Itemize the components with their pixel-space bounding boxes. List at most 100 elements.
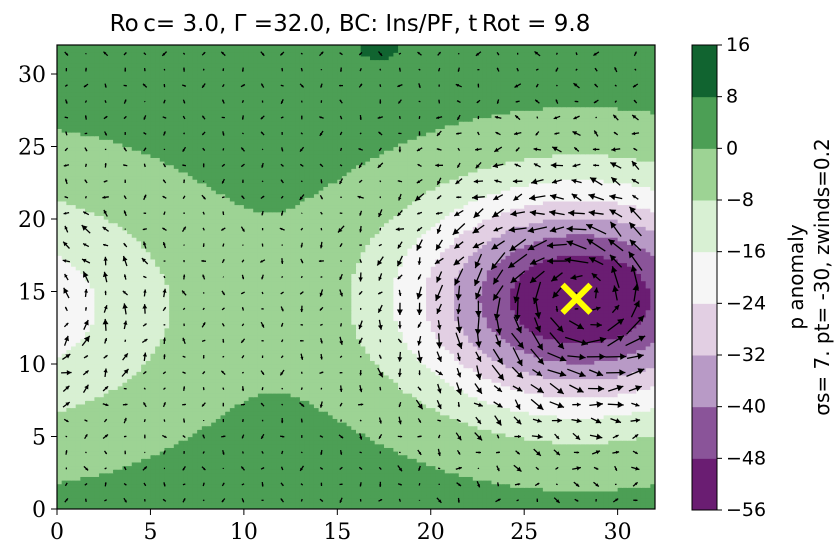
contour-cell: [188, 451, 193, 455]
contour-cell: [491, 455, 496, 459]
contour-cell: [482, 429, 487, 433]
contour-cell: [62, 422, 67, 426]
contour-cell: [576, 429, 581, 433]
contour-cell: [188, 473, 193, 477]
contour-cell: [412, 429, 417, 433]
contour-cell: [136, 462, 141, 466]
contour-cell: [482, 473, 487, 477]
contour-cell: [604, 480, 609, 484]
contour-cell: [286, 433, 291, 437]
contour-cell: [641, 458, 646, 462]
contour-cell: [604, 473, 609, 477]
contour-cell: [468, 469, 473, 473]
contour-cell: [590, 455, 595, 459]
contour-cell: [141, 455, 146, 459]
contour-cell: [174, 462, 179, 466]
contour-cell: [482, 476, 487, 480]
contour-cell: [309, 498, 314, 502]
contour-cell: [449, 444, 454, 448]
contour-cell: [501, 469, 506, 473]
contour-cell: [529, 462, 534, 466]
contour-cell: [319, 473, 324, 477]
contour-cell: [632, 422, 637, 426]
contour-cell: [305, 451, 310, 455]
contour-cell: [347, 444, 352, 448]
contour-cell: [365, 473, 370, 477]
contour-cell: [192, 444, 197, 448]
contour-cell: [384, 491, 389, 495]
contour-cell: [571, 422, 576, 426]
contour-cell: [286, 484, 291, 488]
contour-cell: [506, 451, 511, 455]
contour-cell: [594, 429, 599, 433]
contour-cell: [286, 415, 291, 419]
contour-cell: [646, 437, 651, 441]
contour-cell: [132, 480, 137, 484]
contour-cell: [211, 498, 216, 502]
contour-cell: [646, 440, 651, 444]
contour-cell: [566, 480, 571, 484]
contour-cell: [122, 473, 127, 477]
contour-cell: [580, 484, 585, 488]
contour-cell: [277, 484, 282, 488]
contour-cell: [141, 429, 146, 433]
contour-cell: [506, 437, 511, 441]
contour-cell: [300, 476, 305, 480]
contour-cell: [594, 444, 599, 448]
contour-cell: [164, 480, 169, 484]
contour-cell: [557, 487, 562, 491]
contour-cell: [529, 429, 534, 433]
contour-cell: [421, 491, 426, 495]
contour-cell: [85, 444, 90, 448]
contour-cell: [496, 480, 501, 484]
contour-cell: [473, 487, 478, 491]
contour-cell: [412, 447, 417, 451]
contour-cell: [253, 491, 258, 495]
contour-cell: [225, 466, 230, 470]
contour-cell: [267, 487, 272, 491]
contour-cell: [393, 469, 398, 473]
contour-cell: [585, 487, 590, 491]
contour-cell: [566, 444, 571, 448]
contour-cell: [384, 495, 389, 499]
contour-cell: [552, 455, 557, 459]
contour-cell: [646, 455, 651, 459]
contour-cell: [211, 418, 216, 422]
contour-cell: [613, 495, 618, 499]
contour-cell: [435, 437, 440, 441]
contour-cell: [178, 455, 183, 459]
contour-cell: [216, 415, 221, 419]
contour-cell: [277, 455, 282, 459]
contour-cell: [104, 455, 109, 459]
contour-cell: [104, 495, 109, 499]
contour-cell: [132, 458, 137, 462]
contour-cell: [183, 415, 188, 419]
contour-cell: [305, 458, 310, 462]
contour-cell: [263, 473, 268, 477]
contour-cell: [309, 473, 314, 477]
contour-cell: [571, 451, 576, 455]
contour-cell: [379, 455, 384, 459]
contour-cell: [636, 491, 641, 495]
contour-cell: [482, 426, 487, 430]
contour-cell: [328, 462, 333, 466]
contour-cell: [207, 495, 212, 499]
contour-cell: [440, 455, 445, 459]
contour-cell: [454, 458, 459, 462]
contour-cell: [305, 415, 310, 419]
contour-cell: [197, 469, 202, 473]
contour-cell: [576, 458, 581, 462]
contour-cell: [253, 498, 258, 502]
contour-cell: [646, 418, 651, 422]
contour-cell: [496, 473, 501, 477]
contour-cell: [482, 422, 487, 426]
contour-cell: [482, 433, 487, 437]
contour-cell: [477, 462, 482, 466]
contour-cell: [361, 458, 366, 462]
contour-cell: [76, 455, 81, 459]
contour-cell: [365, 491, 370, 495]
contour-cell: [333, 491, 338, 495]
contour-cell: [267, 502, 272, 506]
contour-cell: [104, 422, 109, 426]
contour-cell: [529, 458, 534, 462]
